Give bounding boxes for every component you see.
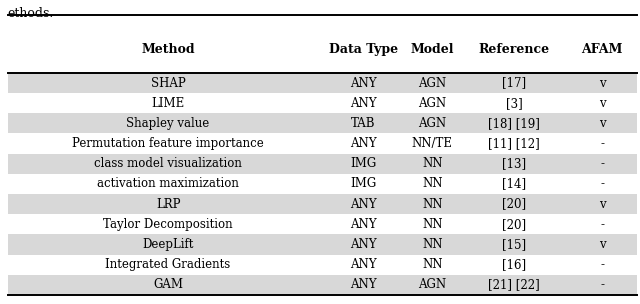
Text: IMG: IMG bbox=[350, 178, 376, 190]
Text: Permutation feature importance: Permutation feature importance bbox=[72, 137, 264, 150]
Text: ANY: ANY bbox=[350, 198, 376, 211]
Text: AGN: AGN bbox=[419, 77, 446, 90]
Text: SHAP: SHAP bbox=[151, 77, 186, 90]
Text: v: v bbox=[599, 117, 605, 130]
Text: IMG: IMG bbox=[350, 157, 376, 170]
Text: Shapley value: Shapley value bbox=[127, 117, 210, 130]
Text: -: - bbox=[600, 137, 604, 150]
Bar bbox=[8, 113, 637, 133]
Bar bbox=[8, 194, 637, 214]
Text: Integrated Gradients: Integrated Gradients bbox=[106, 258, 231, 271]
Text: v: v bbox=[599, 198, 605, 211]
Text: [21] [22]: [21] [22] bbox=[488, 278, 540, 291]
Text: [16]: [16] bbox=[502, 258, 526, 271]
Text: TAB: TAB bbox=[351, 117, 376, 130]
Text: NN: NN bbox=[422, 258, 443, 271]
Text: NN: NN bbox=[422, 198, 443, 211]
Text: Data Type: Data Type bbox=[328, 43, 397, 56]
Text: ANY: ANY bbox=[350, 218, 376, 231]
Text: [15]: [15] bbox=[502, 238, 526, 251]
Text: [11] [12]: [11] [12] bbox=[488, 137, 540, 150]
Text: GAM: GAM bbox=[153, 278, 183, 291]
Text: Taylor Decomposition: Taylor Decomposition bbox=[103, 218, 233, 231]
Text: ANY: ANY bbox=[350, 238, 376, 251]
Text: [18] [19]: [18] [19] bbox=[488, 117, 540, 130]
Text: Reference: Reference bbox=[479, 43, 550, 56]
Text: -: - bbox=[600, 218, 604, 231]
Text: ANY: ANY bbox=[350, 137, 376, 150]
Text: v: v bbox=[599, 77, 605, 90]
Text: DeepLift: DeepLift bbox=[143, 238, 194, 251]
Text: NN/TE: NN/TE bbox=[412, 137, 453, 150]
Text: -: - bbox=[600, 258, 604, 271]
Text: AGN: AGN bbox=[419, 117, 446, 130]
Text: [13]: [13] bbox=[502, 157, 526, 170]
Text: v: v bbox=[599, 97, 605, 110]
Text: [20]: [20] bbox=[502, 198, 526, 211]
Bar bbox=[8, 73, 637, 93]
Bar bbox=[8, 154, 637, 174]
Text: [14]: [14] bbox=[502, 178, 526, 190]
Text: -: - bbox=[600, 157, 604, 170]
Text: LRP: LRP bbox=[156, 198, 180, 211]
Text: [20]: [20] bbox=[502, 218, 526, 231]
Text: ANY: ANY bbox=[350, 258, 376, 271]
Text: NN: NN bbox=[422, 178, 443, 190]
Text: ethods.: ethods. bbox=[8, 7, 54, 20]
Text: AGN: AGN bbox=[419, 278, 446, 291]
Text: Model: Model bbox=[411, 43, 454, 56]
Text: -: - bbox=[600, 278, 604, 291]
Text: [17]: [17] bbox=[502, 77, 526, 90]
Text: NN: NN bbox=[422, 157, 443, 170]
Text: AFAM: AFAM bbox=[582, 43, 623, 56]
Text: v: v bbox=[599, 238, 605, 251]
Bar bbox=[8, 234, 637, 254]
Text: NN: NN bbox=[422, 238, 443, 251]
Text: -: - bbox=[600, 178, 604, 190]
Text: ANY: ANY bbox=[350, 97, 376, 110]
Text: AGN: AGN bbox=[419, 97, 446, 110]
Text: class model visualization: class model visualization bbox=[94, 157, 242, 170]
Text: activation maximization: activation maximization bbox=[97, 178, 239, 190]
Text: [3]: [3] bbox=[506, 97, 522, 110]
Bar bbox=[8, 275, 637, 295]
Text: LIME: LIME bbox=[152, 97, 185, 110]
Text: ANY: ANY bbox=[350, 278, 376, 291]
Text: Method: Method bbox=[141, 43, 195, 56]
Text: NN: NN bbox=[422, 218, 443, 231]
Text: ANY: ANY bbox=[350, 77, 376, 90]
